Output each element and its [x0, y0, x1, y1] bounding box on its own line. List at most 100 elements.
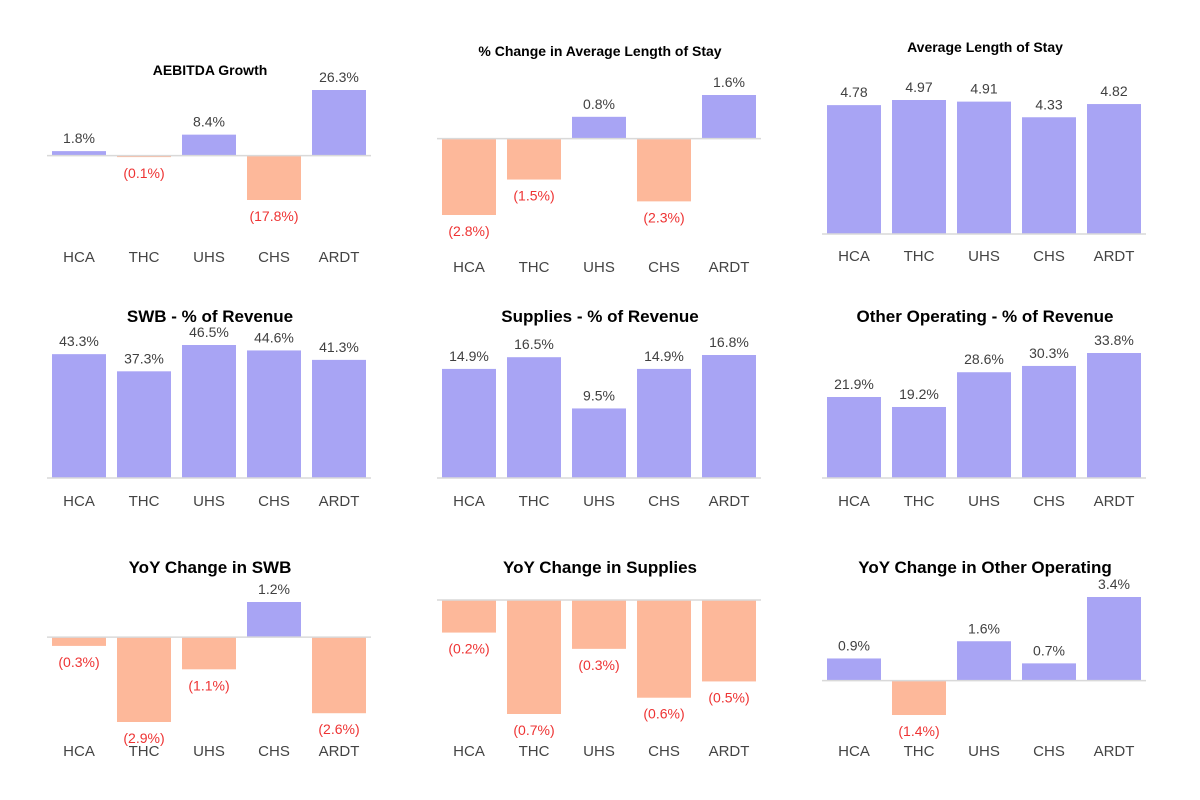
bar-hca — [442, 138, 496, 215]
category-label: HCA — [453, 259, 485, 276]
category-label: ARDT — [1094, 248, 1135, 265]
category-label: CHS — [258, 743, 290, 760]
data-label: 46.5% — [189, 324, 229, 340]
category-label: CHS — [648, 493, 680, 510]
data-label: 8.4% — [193, 114, 225, 130]
bar-hca — [442, 368, 496, 478]
bar-thc — [117, 637, 171, 722]
bar-thc — [892, 100, 946, 234]
bar-thc — [892, 680, 946, 715]
data-label: 14.9% — [644, 348, 684, 364]
data-label: (0.7%) — [513, 722, 554, 738]
category-label: HCA — [838, 248, 870, 265]
data-label: 1.6% — [713, 74, 745, 90]
category-label: ARDT — [709, 493, 750, 510]
data-label: 33.8% — [1094, 332, 1134, 348]
category-label: UHS — [583, 259, 615, 276]
bar-uhs — [572, 116, 626, 139]
bar-hca — [442, 600, 496, 633]
data-label: (2.9%) — [123, 730, 164, 746]
data-label: 1.2% — [258, 581, 290, 597]
category-label: UHS — [583, 743, 615, 760]
bar-chs — [247, 350, 301, 478]
category-label: HCA — [63, 249, 95, 266]
chart-svg: Average Length of Stay 4.78 4.97 4.91 4.33 4.… — [822, 39, 1146, 265]
data-label: 37.3% — [124, 350, 164, 366]
category-label: ARDT — [1094, 493, 1135, 510]
data-label: (2.3%) — [643, 209, 684, 225]
data-label: 44.6% — [254, 329, 294, 345]
category-label: UHS — [968, 493, 1000, 510]
data-label: 1.8% — [63, 130, 95, 146]
category-label: ARDT — [709, 259, 750, 276]
bar-chs — [247, 155, 301, 200]
category-label: CHS — [1033, 743, 1065, 760]
data-label: (17.8%) — [249, 208, 298, 224]
bar-uhs — [957, 372, 1011, 478]
chart-title: Other Operating - % of Revenue — [857, 307, 1114, 326]
bar-ardt — [1087, 104, 1141, 234]
chart-title: SWB - % of Revenue — [127, 307, 293, 326]
bar-chs — [1022, 663, 1076, 681]
bar-uhs — [572, 408, 626, 478]
data-label: (2.6%) — [318, 721, 359, 737]
bar-chs — [637, 138, 691, 202]
bar-ardt — [702, 600, 756, 682]
bar-uhs — [572, 600, 626, 649]
category-label: ARDT — [1094, 743, 1135, 760]
chart-title: YoY Change in Other Operating — [858, 558, 1111, 577]
bar-ardt — [312, 637, 366, 714]
chart-title: YoY Change in SWB — [129, 558, 292, 577]
bar-chs — [247, 602, 301, 638]
category-label: HCA — [838, 493, 870, 510]
category-label: THC — [129, 743, 160, 760]
chart-title: Average Length of Stay — [907, 39, 1063, 55]
category-label: HCA — [453, 743, 485, 760]
bar-hca — [827, 658, 881, 681]
bar-hca — [52, 637, 106, 646]
category-label: ARDT — [319, 743, 360, 760]
chart-title: Supplies - % of Revenue — [501, 307, 698, 326]
data-label: 16.5% — [514, 336, 554, 352]
data-label: (1.5%) — [513, 188, 554, 204]
chart-panel-7: YoY Change in SWB (0.3%) (2.9%) (1.1%) 1.2% (… — [25, 540, 415, 800]
data-label: 30.3% — [1029, 345, 1069, 361]
chart-svg: AEBITDA Growth 1.8% (0.1%) 8.4% (17.8%) 26.3%… — [47, 62, 371, 266]
bar-uhs — [182, 345, 236, 478]
data-label: (0.3%) — [578, 657, 619, 673]
data-label: (0.1%) — [123, 165, 164, 181]
chart-panel-2: % Change in Average Length of Stay (2.8%)… — [415, 20, 805, 280]
category-label: CHS — [648, 743, 680, 760]
bar-uhs — [182, 637, 236, 670]
data-label: 14.9% — [449, 348, 489, 364]
data-label: 9.5% — [583, 387, 615, 403]
category-label: CHS — [258, 249, 290, 266]
bar-thc — [892, 406, 946, 478]
category-label: HCA — [838, 743, 870, 760]
chart-panel-6: Other Operating - % of Revenue 21.9% 19.2%… — [800, 290, 1190, 550]
category-label: CHS — [258, 493, 290, 510]
bar-ardt — [702, 95, 756, 139]
bar-chs — [637, 368, 691, 478]
data-label: 43.3% — [59, 333, 99, 349]
data-label: 16.8% — [709, 334, 749, 350]
chart-panel-3: Average Length of Stay 4.78 4.97 4.91 4.33 4.… — [800, 20, 1190, 280]
category-label: THC — [519, 743, 550, 760]
category-label: CHS — [648, 259, 680, 276]
bar-ardt — [1087, 597, 1141, 681]
category-label: HCA — [63, 743, 95, 760]
category-label: THC — [904, 248, 935, 265]
data-label: 0.7% — [1033, 642, 1065, 658]
chart-svg: YoY Change in SWB (0.3%) (2.9%) (1.1%) 1.2% (… — [47, 558, 371, 760]
bar-ardt — [312, 90, 366, 156]
data-label: 26.3% — [319, 69, 359, 85]
data-label: 1.6% — [968, 620, 1000, 636]
chart-svg: YoY Change in Other Operating 0.9% (1.4%) 1… — [822, 558, 1146, 760]
data-label: (2.8%) — [448, 223, 489, 239]
data-label: 4.97 — [905, 79, 932, 95]
bar-hca — [52, 151, 106, 156]
category-label: THC — [904, 743, 935, 760]
bar-thc — [507, 600, 561, 714]
data-label: 0.8% — [583, 96, 615, 112]
